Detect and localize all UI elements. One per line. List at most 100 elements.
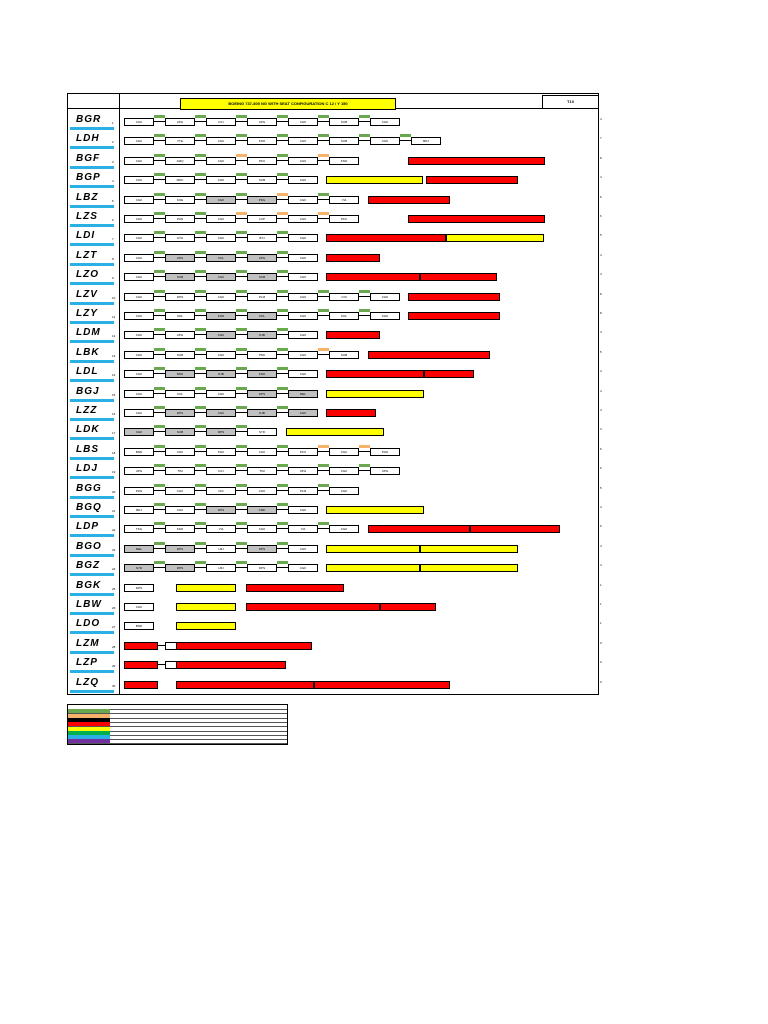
registration-stripe [70,689,114,693]
row-number: 8 [112,256,114,261]
station-box: CGK [124,253,154,262]
route-connector [154,509,165,510]
route-connector [154,353,165,355]
count-value: 6 [600,446,602,451]
registration-code: LBS [76,443,99,455]
flight-bar [195,173,206,177]
route-connector [195,567,206,569]
registration-stripe [70,631,114,635]
station-box: BDJ [411,137,441,146]
remark-box [124,641,158,650]
station-box: CGK [124,137,154,146]
route-connector [277,373,288,375]
legend-row [68,722,287,728]
station-box: LOP [247,215,277,223]
row-number: 13 [112,353,116,358]
row-number: 23 [112,547,116,552]
aircraft-row: LZM 28 [68,638,598,657]
remark-box [246,603,380,611]
flight-bar [236,561,247,565]
station-box: DJB [206,370,236,379]
aircraft-row: BGO 23 MEL DPS LBJ DPS CGK [68,541,598,560]
registration-stripe [70,262,114,266]
route-connector [236,353,247,355]
station-box: KOL [165,389,195,398]
station-box: KOL [206,253,236,262]
route-connector [195,509,206,510]
count-value: 1 [600,582,602,587]
legend-swatch [68,709,110,714]
aircraft-registration: BGZ [70,560,114,579]
aircraft-row: LDO 27 BND [68,618,598,637]
flight-bar [195,270,206,274]
route-connector [236,315,247,316]
remark-box [124,661,158,670]
station-box: PLW [165,215,195,223]
registration-stripe [70,224,114,227]
station-box: CGK [370,118,400,126]
aircraft-registration: BGR [70,114,114,133]
station-box: KNO [329,156,359,165]
route-connector [195,315,206,316]
route-connector [195,431,206,433]
flight-bar [318,522,329,526]
registration-stripe [70,418,114,421]
remark-box [368,350,490,359]
route-connector [359,140,370,142]
aircraft-registration: LDI [70,230,114,249]
route-connector [277,567,288,569]
flight-bar [359,464,370,468]
flight-bar [154,270,165,274]
station-box: TKG [124,525,154,534]
flight-bar [236,231,247,235]
legend-swatch [68,717,110,722]
station-box: CGK [124,118,154,126]
station-box: CNI [329,292,359,301]
route-connector [195,334,206,336]
station-box: MDC [165,176,195,185]
flight-bar [277,367,288,371]
route-connector [277,256,288,258]
flight-bar [195,212,206,215]
flight-bar [195,134,206,138]
registration-code: LDI [76,230,96,242]
registration-code: LDK [76,424,100,436]
route-connector [318,198,329,200]
row-number: 24 [112,567,116,572]
station-box: SUB [165,273,195,282]
route-connector [277,295,288,297]
station-box: SUB [247,273,277,282]
registration-code: BGK [76,579,102,591]
flight-bar [154,347,165,351]
legend-swatch [68,735,110,740]
flight-bar [359,444,370,448]
route-connector [277,392,288,394]
registration-code: LZY [76,308,98,319]
station-box: UPG [165,253,195,262]
registration-stripe [70,243,114,247]
aircraft-registration: LZS [70,211,114,230]
route-connector [236,121,247,122]
aircraft-registration: BGK [70,580,114,599]
flight-bar [277,522,288,526]
remark-box [420,544,518,553]
route-connector [154,237,165,239]
route-connector [154,373,165,375]
flight-bar [318,483,329,487]
count-value: 4 [600,369,602,374]
station-box: CGK [165,506,195,514]
flight-bar [154,406,165,409]
remark-box [246,583,344,592]
flight-bar [236,173,247,177]
route-connector [195,412,206,413]
registration-code: LZS [76,211,98,222]
flight-bar [400,134,411,138]
count-value: 1 [600,621,602,626]
row-number: 22 [112,528,116,533]
remark-box [470,525,560,534]
route-connector [277,237,288,239]
aircraft-registration: LBS [70,444,114,463]
registration-stripe [70,437,114,441]
remark-box [380,603,436,611]
station-box: LBJ [206,544,236,553]
